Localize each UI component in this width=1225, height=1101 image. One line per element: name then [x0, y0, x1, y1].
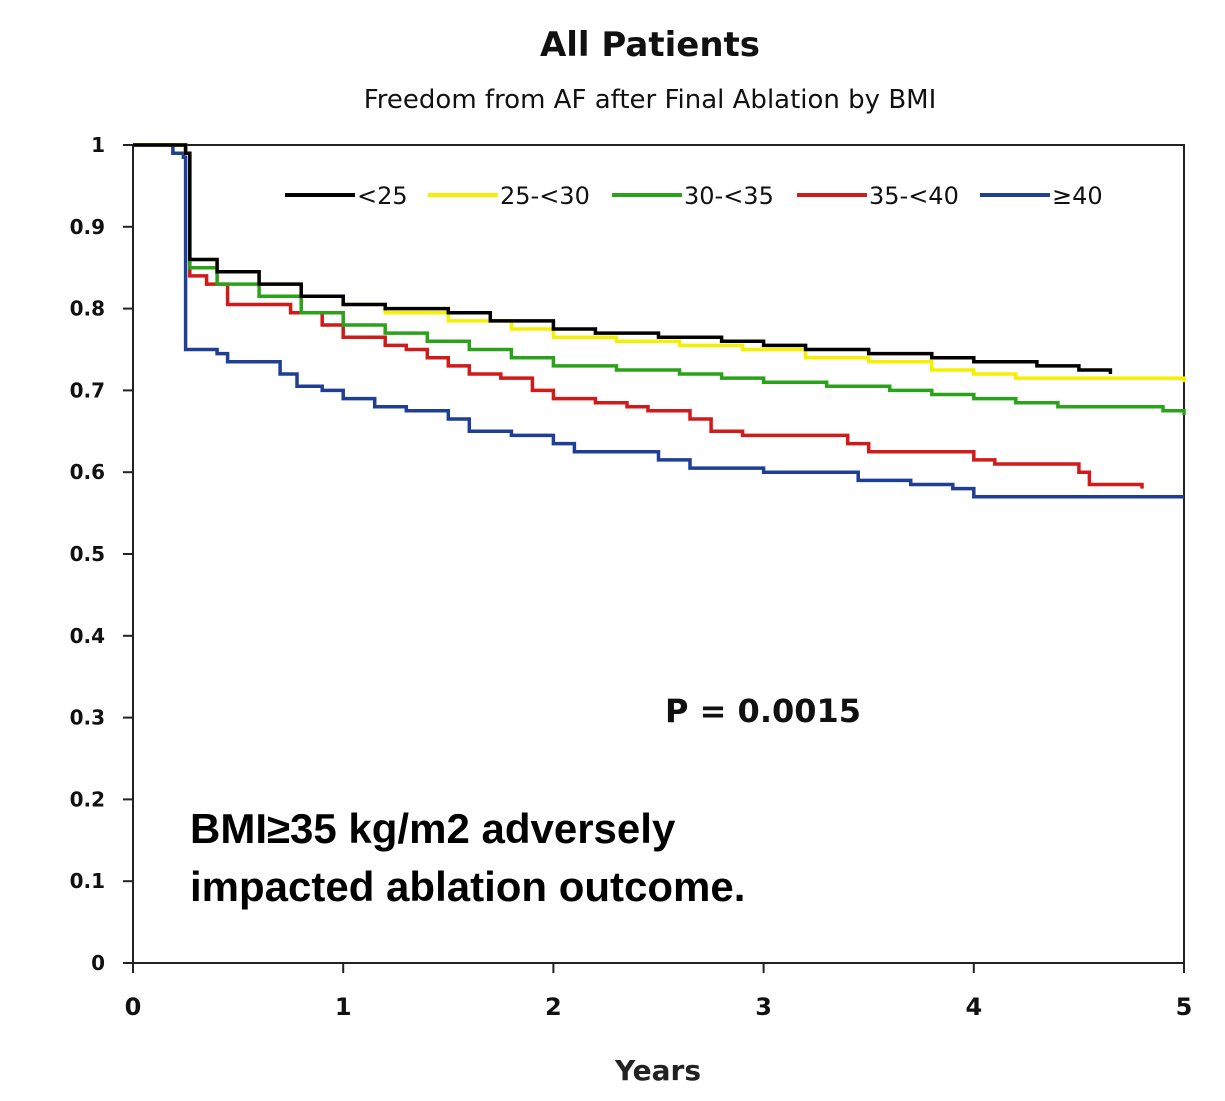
- series-line-3: [133, 143, 1144, 489]
- y-tick-label: 0.1: [70, 869, 105, 893]
- note-line-2: impacted ablation outcome.: [190, 863, 745, 910]
- x-tick-label: 0: [125, 993, 142, 1021]
- y-tick-label: 0.6: [70, 460, 105, 484]
- legend: <25 25-<30 30-<35 35-<40 ≥40: [285, 182, 1103, 210]
- y-tick-label: 0.9: [70, 215, 105, 239]
- y-tick-label: 0.8: [70, 297, 105, 321]
- legend-label: <25: [357, 182, 408, 210]
- x-tick-label: 5: [1176, 993, 1193, 1021]
- y-tick-label: 1: [91, 133, 105, 157]
- series-line-0: [133, 143, 1113, 374]
- x-tick-label: 3: [755, 993, 772, 1021]
- legend-label: 30-<35: [684, 182, 774, 210]
- legend-label: ≥40: [1052, 182, 1103, 210]
- series-line-4: [133, 143, 1184, 499]
- y-axis: 0 0.1 0.2 0.3 0.4 0.5 0.6 0.7 0.8 0.9 1: [70, 133, 133, 975]
- legend-label: 35-<40: [869, 182, 959, 210]
- y-tick-label: 0.4: [70, 624, 105, 648]
- series-line-1: [133, 143, 1186, 383]
- y-tick-label: 0.2: [70, 787, 105, 811]
- x-tick-label: 2: [545, 993, 562, 1021]
- legend-label: 25-<30: [500, 182, 590, 210]
- series-layer: [133, 143, 1186, 499]
- y-tick-label: 0: [91, 951, 105, 975]
- y-tick-label: 0.3: [70, 706, 105, 730]
- note-line-1: BMI≥35 kg/m2 adversely: [190, 805, 676, 852]
- p-value-annotation: P = 0.0015: [665, 692, 861, 730]
- chart-title: All Patients: [540, 25, 760, 65]
- x-axis: 0 1 2 3 4 5: [125, 963, 1193, 1021]
- chart-subtitle: Freedom from AF after Final Ablation by …: [364, 85, 937, 115]
- y-tick-label: 0.7: [70, 378, 105, 402]
- x-tick-label: 1: [335, 993, 352, 1021]
- x-axis-label: Years: [614, 1054, 701, 1087]
- y-tick-label: 0.5: [70, 542, 105, 566]
- x-tick-label: 4: [965, 993, 982, 1021]
